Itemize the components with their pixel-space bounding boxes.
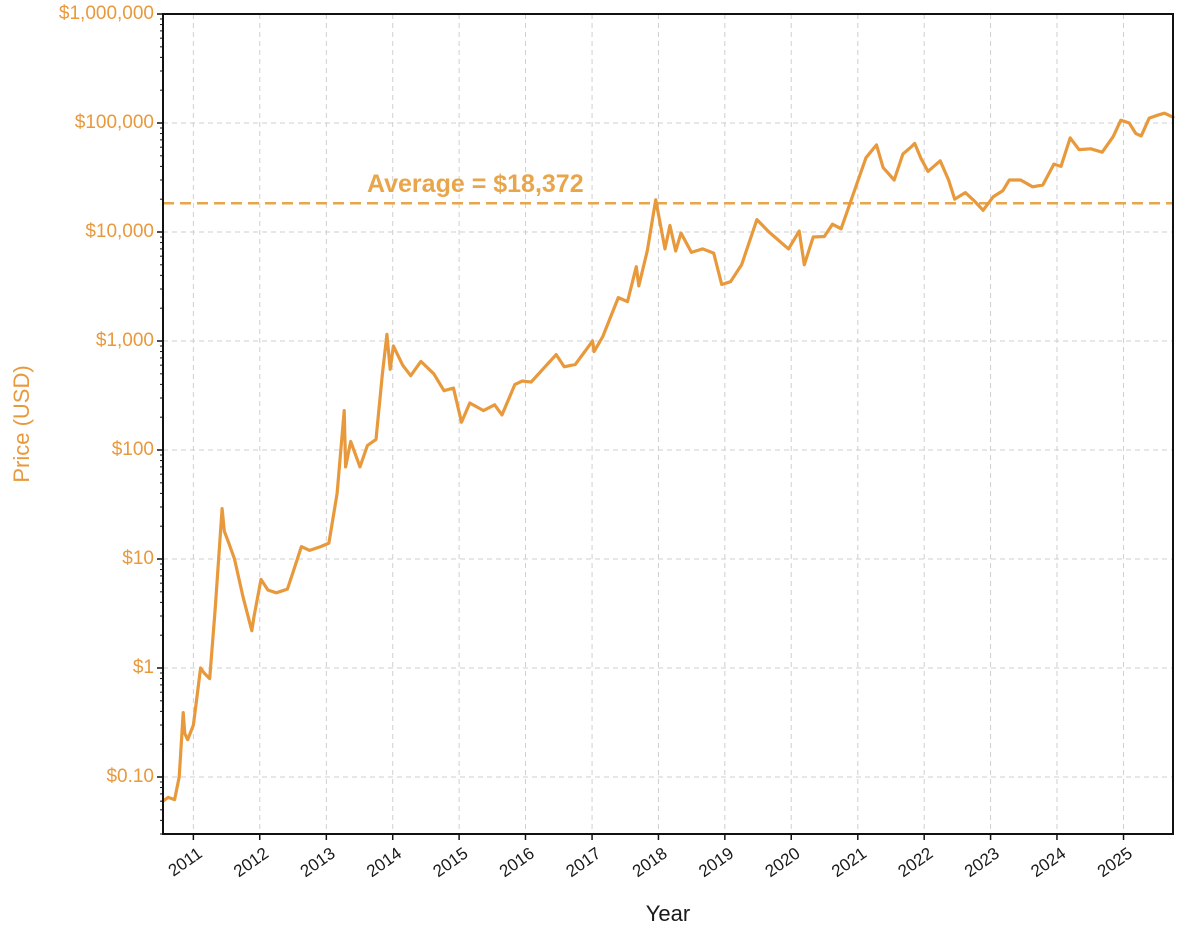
x-tick-label: 2013: [297, 844, 339, 881]
average-group: Average = $18,372: [163, 170, 1173, 205]
x-tick-label: 2021: [828, 844, 870, 881]
y-tick-label: $100,000: [75, 112, 154, 133]
x-tick-label: 2022: [895, 844, 937, 881]
x-axis: 2011 2012 2013 2014 2015 2016 2017 2018 2019 2020…: [165, 834, 1136, 881]
price-series-line: [161, 111, 1175, 803]
x-tick-label: 2017: [562, 844, 604, 881]
x-tick-label: 2025: [1094, 844, 1136, 881]
x-tick-label: 2016: [496, 844, 538, 881]
x-tick-label: 2024: [1027, 844, 1069, 881]
x-tick-label: 2019: [695, 844, 737, 881]
y-axis-label: Price (USD): [9, 365, 34, 482]
series-group: [161, 111, 1175, 803]
x-tick-label: 2023: [961, 844, 1003, 881]
y-tick-label: $100: [112, 439, 154, 460]
average-label: Average = $18,372: [367, 170, 584, 198]
x-tick-label: 2011: [165, 844, 206, 881]
y-tick-label: $1,000,000: [59, 3, 154, 24]
x-axis-label: Year: [646, 901, 690, 926]
x-tick-label: 2014: [363, 844, 405, 881]
y-tick-label: $0.10: [106, 766, 154, 787]
x-tick-label: 2012: [230, 844, 272, 881]
y-tick-label: $10: [122, 548, 154, 569]
y-tick-label: $1,000: [96, 330, 154, 351]
y-tick-label: $10,000: [85, 221, 154, 242]
grid: [163, 14, 1173, 834]
x-tick-label: 2018: [629, 844, 671, 881]
plot-frame: [162, 13, 1174, 835]
x-tick-label: 2020: [762, 844, 804, 881]
x-tick-label: 2015: [430, 844, 472, 881]
y-tick-label: $1: [133, 657, 154, 678]
y-axis: $0.10 $1 $10 $100 $1,000 $10,000 $100,000 $1,00…: [59, 3, 163, 835]
